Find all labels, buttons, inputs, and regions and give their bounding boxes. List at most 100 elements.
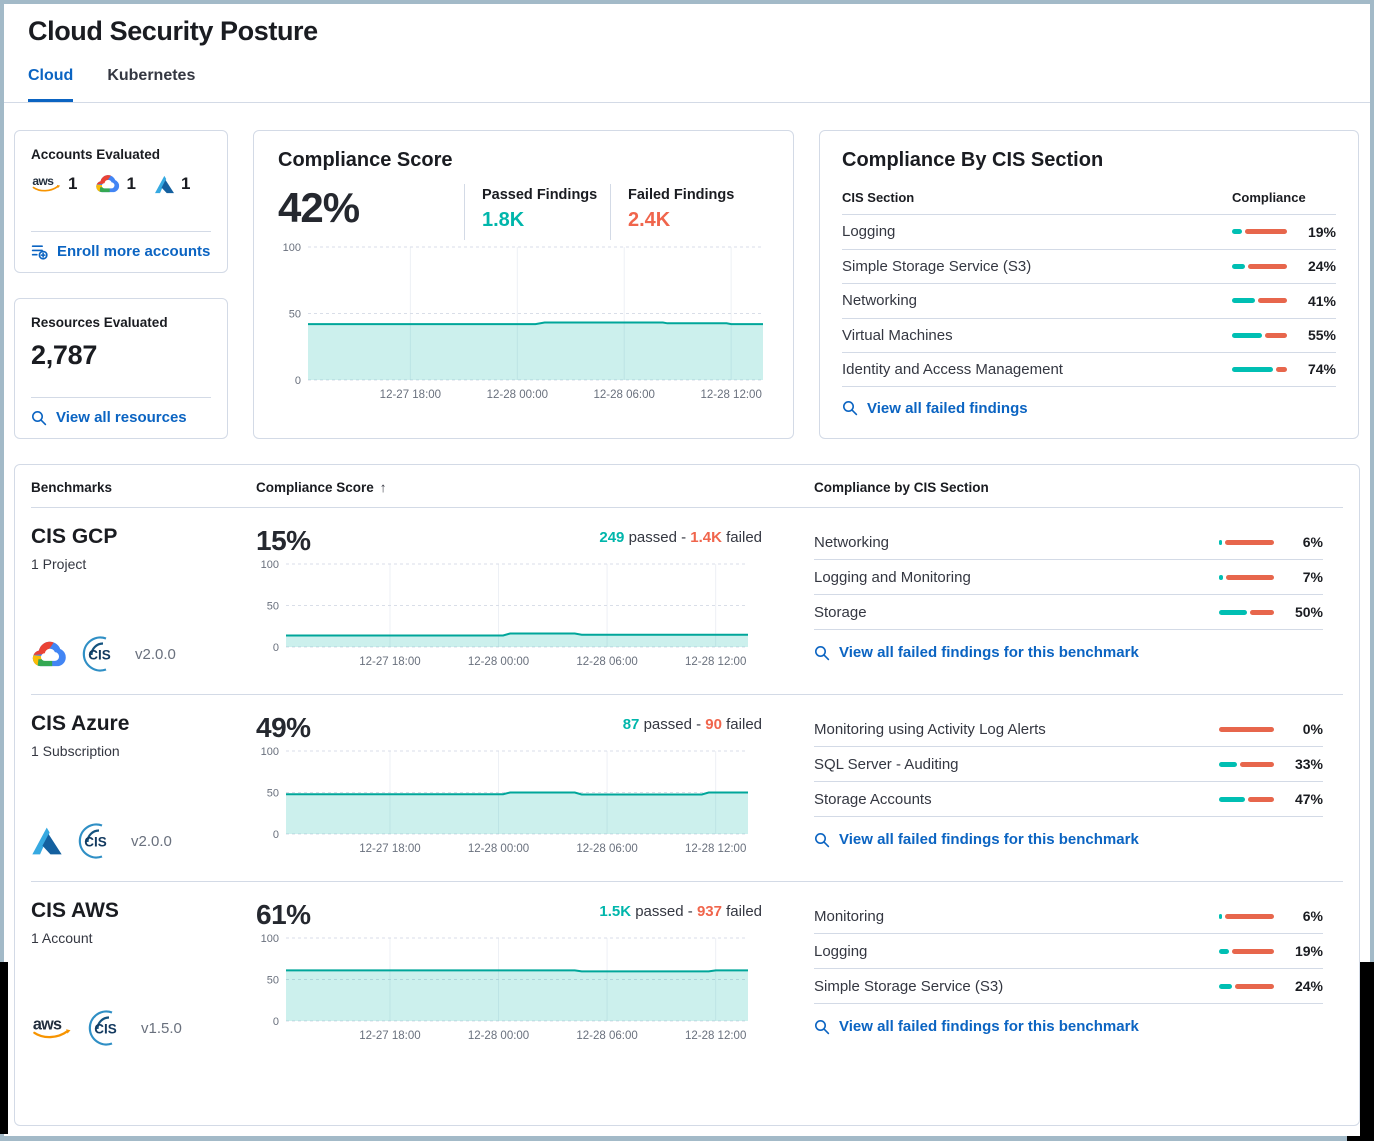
compliance-column-header: Compliance — [1232, 190, 1306, 205]
compliance-bar — [1219, 796, 1274, 802]
account-count-value: 1 — [68, 174, 78, 193]
benchmark-compliance-score: 49% — [256, 712, 311, 743]
view-failed-findings-benchmark-label: View all failed findings for this benchm… — [839, 644, 1139, 661]
benchmark-scope: 1 Subscription — [31, 743, 120, 759]
search-icon — [815, 645, 830, 660]
svg-text:12-28 00:00: 12-28 00:00 — [468, 843, 529, 855]
azure-logo-icon — [154, 175, 174, 193]
cis-section-row: Networking 41% — [842, 283, 1336, 318]
benchmark-version: v2.0.0 — [135, 645, 176, 663]
svg-text:12-28 06:00: 12-28 06:00 — [576, 843, 637, 855]
view-all-resources-link[interactable]: View all resources — [31, 409, 211, 426]
svg-text:12-27 18:00: 12-27 18:00 — [380, 389, 441, 401]
benchmark-compliance-score: 15% — [256, 525, 311, 556]
account-count-value: 1 — [180, 174, 191, 193]
benchmarks-column-header: Benchmarks — [31, 480, 113, 495]
cis-section-label: Logging — [814, 942, 868, 960]
cis-section-row: Monitoring 6% — [814, 899, 1323, 934]
compliance-bar — [1219, 761, 1274, 767]
benchmark-trend-chart: 100 50 0 12-27 18:00 12-28 00:00 12-28 06:00 1… — [256, 559, 762, 676]
passed-count: 1.5K — [599, 903, 632, 920]
passed-findings-value: 1.8K — [482, 209, 525, 231]
divider — [31, 231, 211, 232]
benchmark-version: v1.5.0 — [141, 1019, 182, 1037]
svg-text:CIS: CIS — [84, 835, 107, 850]
desktop-background-artifact-right — [1360, 962, 1374, 1136]
compliance-percent: 74% — [1307, 361, 1336, 378]
resources-evaluated-title: Resources Evaluated — [31, 315, 168, 330]
failed-count: 937 — [696, 903, 722, 920]
cis-section-column-header: CIS Section — [842, 190, 915, 205]
svg-text:12-28 06:00: 12-28 06:00 — [594, 389, 655, 401]
sort-ascending-icon[interactable]: ↑ — [379, 480, 387, 495]
search-icon — [843, 401, 858, 416]
cis-section-row: Logging 19% — [814, 934, 1323, 969]
cis-logo-icon: CIS — [82, 636, 111, 672]
cis-section-row: Simple Storage Service (S3) 24% — [842, 248, 1336, 284]
benchmark-version: v2.0.0 — [131, 832, 172, 850]
benchmark-trend-chart: 100 50 0 12-27 18:00 12-28 00:00 12-28 06:00 1… — [256, 746, 762, 863]
failed-word: failed — [726, 716, 762, 733]
passed-findings-stat: Passed Findings 1.8K — [464, 184, 610, 240]
gcp-logo-icon — [32, 641, 66, 666]
svg-text:100: 100 — [261, 559, 279, 571]
compliance-bar — [1219, 609, 1274, 615]
enroll-more-accounts-link[interactable]: Enroll more accounts — [31, 243, 211, 260]
failed-count: 90 — [705, 716, 722, 733]
benchmark-name: CIS GCP — [31, 525, 118, 548]
gcp-logo-icon — [96, 175, 120, 193]
azure-logo-icon — [32, 827, 62, 855]
cis-table-header: CIS Section Compliance — [842, 190, 1336, 214]
tab-kubernetes[interactable]: Kubernetes — [107, 67, 196, 84]
svg-text:12-27 18:00: 12-27 18:00 — [359, 656, 420, 668]
cis-section-label: Logging — [842, 223, 896, 241]
compliance-score-trend-chart: 100 50 0 12-27 18:00 12-28 00:00 12-28 06:00 1… — [278, 242, 769, 409]
view-all-failed-findings-link[interactable]: View all failed findings — [842, 400, 1028, 417]
compliance-percent: 6% — [1302, 534, 1323, 550]
cis-section-label: Simple Storage Service (S3) — [842, 257, 1032, 275]
compliance-percent: 24% — [1294, 978, 1323, 994]
view-all-failed-findings-label: View all failed findings — [867, 399, 1028, 417]
view-failed-findings-benchmark-link[interactable]: View all failed findings for this benchm… — [814, 1018, 1323, 1035]
compliance-bar — [1219, 913, 1274, 919]
svg-text:50: 50 — [267, 975, 279, 987]
cis-section-label: Monitoring using Activity Log Alerts — [814, 720, 1046, 738]
failed-findings-value: 2.4K — [628, 209, 671, 231]
passed-count: 87 — [622, 716, 640, 733]
view-failed-findings-benchmark-link[interactable]: View all failed findings for this benchm… — [814, 831, 1323, 848]
cis-section-row: Logging 19% — [842, 214, 1336, 249]
svg-text:12-28 00:00: 12-28 00:00 — [468, 656, 529, 668]
view-all-resources-label: View all resources — [56, 409, 187, 426]
cis-section-row: Logging and Monitoring 7% — [814, 560, 1323, 595]
compliance-percent: 19% — [1294, 943, 1323, 959]
view-failed-findings-benchmark-link[interactable]: View all failed findings for this benchm… — [814, 644, 1323, 661]
svg-text:12-28 12:00: 12-28 12:00 — [685, 656, 746, 668]
azure-account-count: 1 — [154, 174, 190, 194]
cis-section-label: Networking — [842, 292, 918, 310]
cis-section-label: Identity and Access Management — [842, 360, 1063, 378]
cis-section-row: SQL Server - Auditing 33% — [814, 747, 1323, 782]
tab-cloud[interactable]: Cloud — [28, 66, 74, 102]
aws-logo-icon: aws — [32, 174, 61, 192]
benchmark-compliance-score: 61% — [256, 899, 311, 930]
compliance-percent: 24% — [1307, 258, 1336, 275]
desktop-background-artifact-corner — [1347, 1136, 1374, 1141]
cis-section-row: Storage 50% — [814, 595, 1323, 630]
passed-failed-summary: 1.5K passed - 937 failed — [599, 903, 762, 920]
svg-text:100: 100 — [283, 242, 301, 254]
resources-evaluated-card: Resources Evaluated 2,787 View all resou… — [14, 298, 228, 439]
page-title: Cloud Security Posture — [28, 16, 318, 46]
compliance-percent: 0% — [1302, 721, 1323, 737]
failed-findings-label: Failed Findings — [628, 187, 735, 203]
desktop-background-artifact-left — [0, 962, 8, 1134]
cis-section-row: Virtual Machines 55% — [842, 317, 1336, 353]
compliance-percent: 19% — [1307, 223, 1336, 240]
cis-section-label: Monitoring — [814, 907, 885, 925]
overall-compliance-score: 42% — [278, 184, 360, 231]
search-icon — [32, 410, 47, 425]
compliance-by-cis-section-column-header: Compliance by CIS Section — [814, 480, 989, 495]
compliance-bar — [1232, 332, 1287, 338]
svg-text:100: 100 — [261, 746, 279, 758]
svg-text:0: 0 — [295, 375, 301, 387]
svg-text:12-28 06:00: 12-28 06:00 — [576, 656, 637, 668]
